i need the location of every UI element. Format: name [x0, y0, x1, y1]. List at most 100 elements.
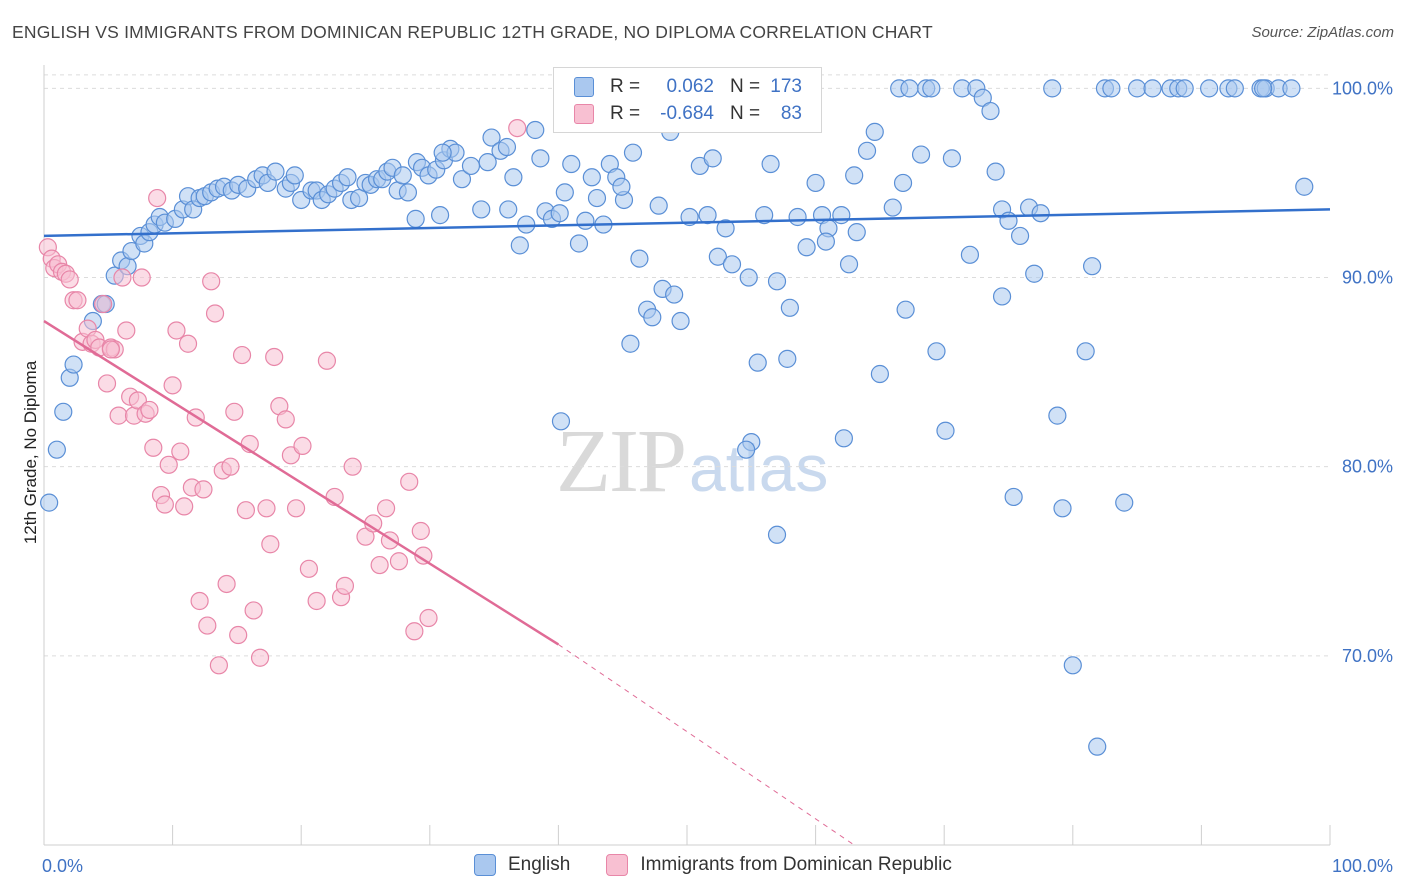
english-point [582, 168, 601, 187]
dominican-point [244, 601, 263, 620]
english-point [1200, 79, 1219, 98]
legend-item-dominican[interactable]: Immigrants from Dominican Republic [606, 854, 952, 876]
english-point [1063, 656, 1082, 675]
english-point [778, 349, 797, 368]
dominican-point [159, 455, 178, 474]
english-point [1102, 79, 1121, 98]
english-point [1025, 264, 1044, 283]
english-point [40, 493, 59, 512]
english-point [986, 162, 1005, 181]
dominican-point [265, 347, 284, 367]
english-point [708, 247, 727, 266]
english-point [478, 153, 497, 172]
english-point [797, 238, 816, 257]
dominican-point [132, 268, 151, 287]
english-point [621, 334, 640, 353]
english-point [1225, 79, 1244, 98]
english-point [703, 149, 722, 168]
english-point [857, 141, 877, 160]
dominican-point [250, 648, 270, 667]
english-point [1254, 79, 1273, 98]
dominican-point [299, 559, 319, 578]
english-point [1010, 226, 1030, 246]
dominican-point [117, 321, 136, 340]
dominican-trend-extension [558, 644, 855, 846]
english-point [834, 429, 853, 448]
english-point [893, 173, 913, 193]
dominican-point [411, 521, 430, 541]
dominican-point [389, 552, 409, 571]
dominican-point [317, 351, 337, 370]
dominican-point [221, 457, 240, 476]
dominican-point [376, 499, 396, 518]
english-point [761, 154, 780, 174]
english-point [499, 200, 518, 219]
english-point [649, 196, 668, 215]
english-point [911, 145, 931, 164]
english-point [722, 255, 742, 274]
english-point [981, 101, 1000, 121]
axis-labels: 70.0% 80.0% 90.0% 100.0% 0.0% 100.0% 12th Grad… [21, 78, 1393, 876]
english-point [816, 232, 835, 251]
dominican-point [113, 268, 132, 287]
english-point [942, 149, 962, 168]
english-point [780, 298, 799, 317]
dominican-point [60, 270, 79, 289]
english-point [865, 122, 884, 141]
dominican-point [225, 402, 244, 421]
english-point [472, 200, 491, 219]
dominican-point [293, 436, 312, 455]
english-point [1088, 737, 1107, 756]
x-tick-label: 0.0% [42, 856, 83, 876]
english-point [555, 183, 574, 202]
source-label: Source: ZipAtlas.com [1251, 24, 1394, 41]
dominican-point [190, 591, 209, 611]
english-point [54, 402, 73, 421]
dominican-point [236, 501, 256, 520]
english-point [630, 249, 649, 268]
english-point [266, 162, 285, 181]
dominican-point [217, 574, 236, 594]
dominican-point [171, 442, 190, 461]
y-tick-label: 80.0% [1342, 457, 1393, 477]
english-point [1127, 79, 1147, 98]
english-point [452, 170, 472, 189]
watermark: ZIPatlas [556, 410, 828, 513]
y-tick-label: 100.0% [1332, 78, 1393, 98]
legend-item-english[interactable]: English [474, 854, 570, 876]
english-point [671, 311, 690, 331]
english-point [1048, 406, 1067, 425]
dominican-point [97, 374, 117, 393]
english-point [748, 353, 767, 372]
english-swatch [574, 77, 594, 97]
english-point [612, 177, 631, 196]
dominican-trend-line [43, 319, 560, 646]
dominican-point [155, 495, 174, 514]
legend-label-english: English [508, 854, 571, 875]
english-point [767, 272, 787, 291]
english-point [47, 440, 66, 459]
english-point [1143, 79, 1162, 98]
n-label: N = [730, 103, 761, 124]
english-point [839, 255, 859, 274]
english-point [550, 204, 569, 223]
dominican-point [205, 304, 225, 323]
english-point [587, 188, 607, 208]
english-point [433, 143, 452, 162]
dominican-point [194, 480, 213, 499]
r-label: R = [610, 103, 641, 124]
axes [43, 65, 1331, 846]
dominican-point [261, 535, 280, 554]
dominican-point [405, 622, 424, 641]
dominican-point [101, 340, 120, 359]
english-points [40, 79, 1314, 756]
english-point [551, 412, 571, 431]
watermark-zip: ZIP [556, 412, 687, 511]
dominican-point [175, 497, 194, 516]
english-point [806, 173, 825, 193]
dominican-points [38, 118, 527, 675]
r-value: 0.062 [666, 76, 714, 97]
dominican-point [209, 656, 228, 675]
english-point [482, 128, 501, 147]
